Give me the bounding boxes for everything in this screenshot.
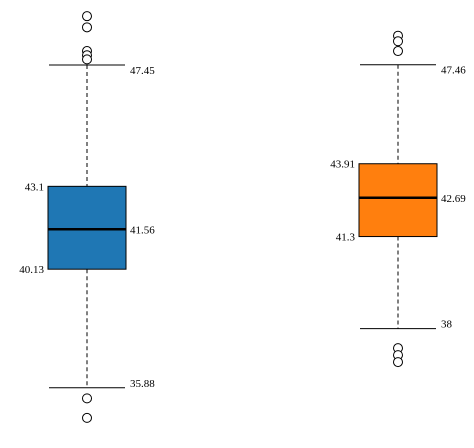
whisker-low-label: 38 [441, 319, 453, 331]
median-label: 41.56 [130, 224, 155, 236]
outlier-point [82, 54, 92, 65]
iqr-box [358, 163, 438, 238]
boxes-layer: 47.45 35.88 41.56 43.1 40.13 47.46 38 42.69 43.9… [19, 11, 466, 423]
box-group-2: 47.46 38 42.69 43.91 41.3 [330, 30, 466, 368]
outlier-point [393, 36, 403, 47]
whisker-high-label: 47.45 [130, 65, 155, 77]
q1-label: 40.13 [19, 264, 44, 276]
q3-label: 43.1 [25, 181, 44, 193]
outlier-point [393, 46, 403, 57]
outlier-point [82, 412, 92, 423]
q3-label: 43.91 [330, 159, 355, 171]
outlier-point [82, 22, 92, 33]
outlier-point [393, 357, 403, 368]
whisker-high-label: 47.46 [441, 65, 466, 77]
whisker-low-label: 35.88 [130, 378, 155, 390]
outlier-point [82, 393, 92, 404]
box-group-1: 47.45 35.88 41.56 43.1 40.13 [19, 11, 155, 423]
q1-label: 41.3 [336, 232, 356, 244]
outlier-point [82, 11, 92, 22]
iqr-box [47, 185, 127, 270]
median-label: 42.69 [441, 193, 466, 205]
